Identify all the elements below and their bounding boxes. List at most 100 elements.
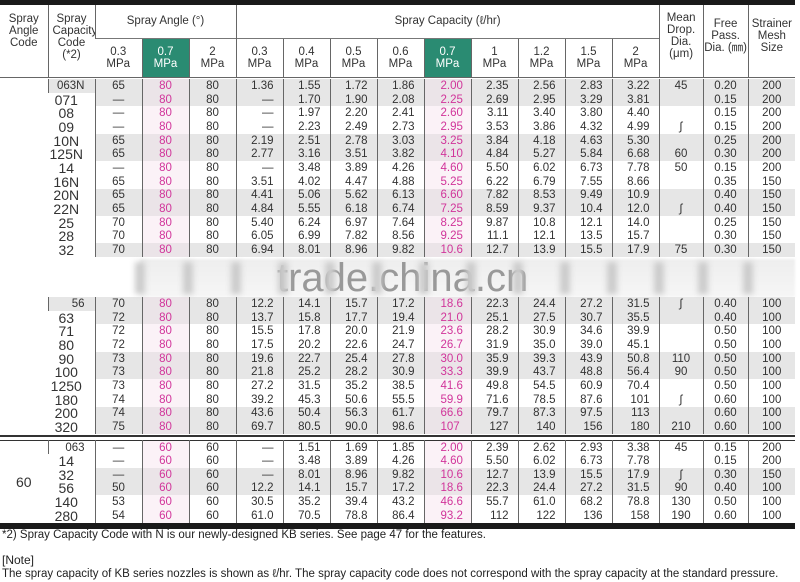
mean-drop-dia: 210 [658,420,703,434]
spray-capacity: 6.94 [235,243,283,257]
spray-capacity: 21.8 [235,365,283,380]
table-row: 32—60 60—8.01 8.96 9.82 10.6 12.7 13.9 15.5 17.9… [0,467,795,482]
capacity-code: 32 [58,243,75,257]
spray-angle-standard: 80 [141,188,189,203]
spray-capacity: 4.84 [470,147,518,162]
spray-capacity: 127 [470,420,518,434]
spray-capacity: 122 [517,508,565,523]
strainer-mesh: 200 [747,440,795,455]
header-pressure: 1.5 MPa [564,37,612,77]
spray-capacity: 1.55 [282,79,330,93]
mean-drop-dia: 90 [658,365,703,380]
spray-capacity: 54.5 [517,379,565,393]
obscured-column-line [698,262,708,294]
spray-capacity: 5.84 [564,147,612,162]
spray-capacity: 15.5 [564,243,612,257]
spray-capacity: 17.9 [611,467,659,482]
free-pass-dia: 0.15 [702,440,748,455]
capacity-standard: 6.60 [423,188,471,203]
spray-capacity: 8.66 [611,174,659,189]
spray-capacity: 35.2 [329,379,377,393]
spray-capacity: 3.89 [329,161,377,175]
free-pass-dia: 0.50 [702,365,748,380]
spray-capacity: 8.56 [376,229,424,244]
spray-capacity: — [235,106,283,121]
spray-angle-standard: 80 [141,392,189,407]
spray-capacity: 55.7 [470,495,518,509]
spray-capacity: 1.90 [329,92,377,107]
strainer-mesh: 100 [747,481,795,496]
mean-drop-dia [658,215,703,230]
capacity-code: 71 [58,324,75,339]
header-pressure: 0.5 MPa [329,37,377,77]
spray-capacity: 43.6 [235,406,283,421]
spray-angle-standard: 60 [141,495,189,509]
spray-capacity: 22.3 [470,481,518,496]
spray-capacity: 24.4 [517,481,565,496]
spray-capacity: 61.7 [376,406,424,421]
spray-capacity: 2.49 [329,120,377,134]
strainer-mesh: 200 [747,106,795,121]
capacity-standard: 3.25 [423,133,471,148]
spray-capacity: 5.50 [470,161,518,175]
obscured-column-line [607,262,617,294]
capacity-code: 56 [58,481,75,496]
spray-capacity: 1.72 [329,79,377,93]
mean-drop-dia: 45 [658,79,703,93]
table-group-60: 60 063—60 60—1.51 1.69 1.85 2.00 2.39 2.62 2.93 3… [0,440,795,523]
spray-capacity: 56.4 [611,365,659,380]
spray-capacity: 38.5 [376,379,424,393]
capacity-standard: 33.3 [423,365,471,380]
header-pressure: 0.3 MPa [95,37,142,77]
table-row: 09—80 80—2.23 2.49 2.73 2.95 3.53 3.86 4.32 4.99… [0,120,795,134]
obscured-column-line [372,262,382,294]
spray-capacity: 87.3 [517,406,565,421]
spray-capacity: 4.99 [611,120,659,134]
spray-capacity: 15.7 [611,229,659,244]
spray-capacity: 6.05 [235,229,283,244]
table-row: 20N 65 80 80 4.41 5.06 5.62 6.13 6.60 7.82 8.53 9.4… [0,188,795,203]
capacity-code: 08 [58,106,75,121]
spray-capacity: 13.9 [517,243,565,257]
spray-capacity: 9.49 [564,188,612,203]
spray-capacity: 13.7 [235,310,283,325]
table-row: 60 063—60 60—1.51 1.69 1.85 2.00 2.39 2.62 2.93 3… [0,440,795,489]
watermark: trade.china.cn [277,256,529,300]
spray-capacity: 3.82 [376,147,424,162]
capacity-code: 100 [54,365,78,380]
spray-capacity: 2.19 [235,133,283,148]
spray-capacity: 1.69 [329,440,377,455]
spray-angle: 80 [188,202,236,216]
spray-capacity: 1.70 [282,92,330,107]
mean-drop-dia [658,310,703,325]
spray-capacity: 2.62 [517,440,565,455]
spray-capacity: — [235,440,283,455]
spray-capacity: 6.13 [376,188,424,203]
spray-capacity: 3.53 [470,120,518,134]
spray-capacity: 30.9 [517,324,565,339]
capacity-standard: 23.6 [423,324,471,339]
free-pass-dia: 0.30 [702,467,748,482]
capacity-code: 14 [58,454,75,468]
spray-capacity: 3.51 [235,174,283,189]
spray-capacity: 6.79 [517,174,565,189]
strainer-mesh: 200 [747,120,795,134]
header-spray-angle-code: Spray Angle Code [8,13,39,49]
spray-angle-standard: 80 [141,202,189,216]
capacity-standard: 7.25 [423,202,471,216]
spray-capacity: 20.2 [282,338,330,352]
table-row: 28 70 80 80 6.05 6.99 7.82 8.56 9.25 11.1 12.1 13.5… [0,229,795,244]
spray-capacity: 7.78 [611,454,659,468]
header-pressure: 1 MPa [470,37,518,77]
spray-capacity: 2.41 [376,106,424,121]
strainer-mesh: 150 [747,174,795,189]
header-mean-drop-dia: Mean Drop. Dia. (μm) [658,5,704,77]
free-pass-dia: 0.15 [702,454,748,468]
spray-angle: 80 [188,92,236,107]
spray-capacity: 78.8 [611,495,659,509]
spray-capacity: 68.2 [564,495,612,509]
spray-angle-standard: 80 [141,174,189,189]
spray-capacity: 35.2 [282,495,330,509]
table-row: 200 74 80 80 43.6 50.4 56.3 61.7 66.6 79.7 87.3 97.… [0,406,795,421]
spray-capacity: 31.5 [611,481,659,496]
